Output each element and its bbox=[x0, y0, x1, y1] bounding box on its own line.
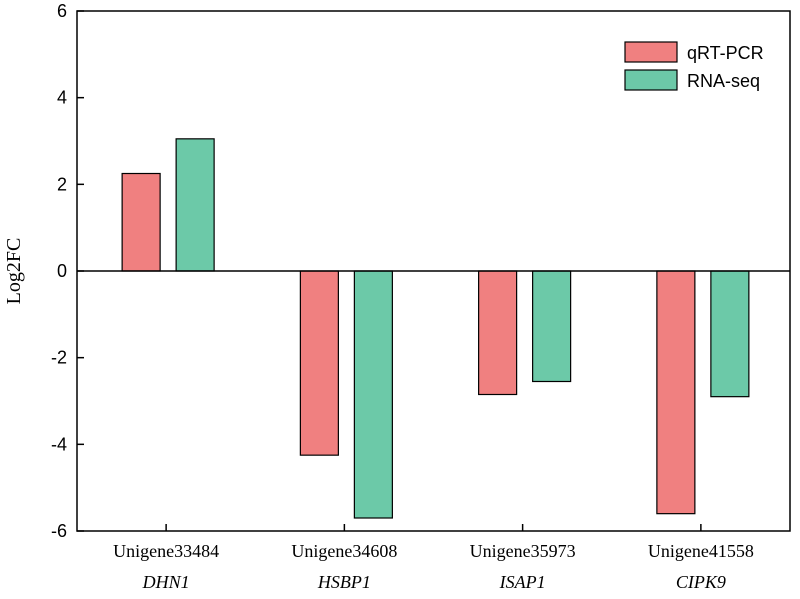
y-tick-label: -2 bbox=[51, 348, 67, 368]
y-tick-label: 4 bbox=[57, 88, 67, 108]
bar-qrt-pcr-1 bbox=[299, 270, 339, 456]
bar-rna-seq-2 bbox=[532, 270, 572, 383]
x-tick-label: Unigene34608 bbox=[291, 541, 397, 561]
gene-name-label: CIPK9 bbox=[676, 572, 726, 592]
gene-name-label: HSBP1 bbox=[317, 572, 371, 592]
y-tick-label: -6 bbox=[51, 521, 67, 541]
legend: qRT-PCR RNA-seq bbox=[624, 41, 764, 91]
y-tick-label: 2 bbox=[57, 174, 67, 194]
bar-rna-seq-0 bbox=[175, 138, 215, 272]
bar-rna-seq-1 bbox=[353, 270, 393, 519]
legend-swatch-qrt-pcr bbox=[624, 41, 678, 63]
bar-qrt-pcr-3 bbox=[656, 270, 696, 515]
y-tick-label: 6 bbox=[57, 1, 67, 21]
bar-qrt-pcr-0 bbox=[121, 172, 161, 272]
y-tick-label: -4 bbox=[51, 434, 67, 454]
bars-layer bbox=[121, 138, 750, 519]
legend-label-rna-seq: RNA-seq bbox=[687, 71, 760, 91]
x-tick-label: Unigene33484 bbox=[113, 541, 219, 561]
gene-name-label: DHN1 bbox=[142, 572, 190, 592]
x-axis: Unigene33484 DHN1 Unigene34608 HSBP1 Unigene… bbox=[113, 524, 754, 592]
y-axis-title: Log2FC bbox=[3, 238, 25, 305]
y-axis: -6 -4 -2 0 2 4 6 bbox=[51, 1, 84, 541]
legend-label-qrt-pcr: qRT-PCR bbox=[687, 43, 764, 63]
y-tick-label: 0 bbox=[57, 261, 67, 281]
gene-name-label: ISAP1 bbox=[499, 572, 546, 592]
x-tick-label: Unigene35973 bbox=[470, 541, 576, 561]
bar-rna-seq-3 bbox=[710, 270, 750, 398]
bar-qrt-pcr-2 bbox=[478, 270, 518, 396]
x-tick-label: Unigene41558 bbox=[648, 541, 754, 561]
legend-swatch-rna-seq bbox=[624, 69, 678, 91]
